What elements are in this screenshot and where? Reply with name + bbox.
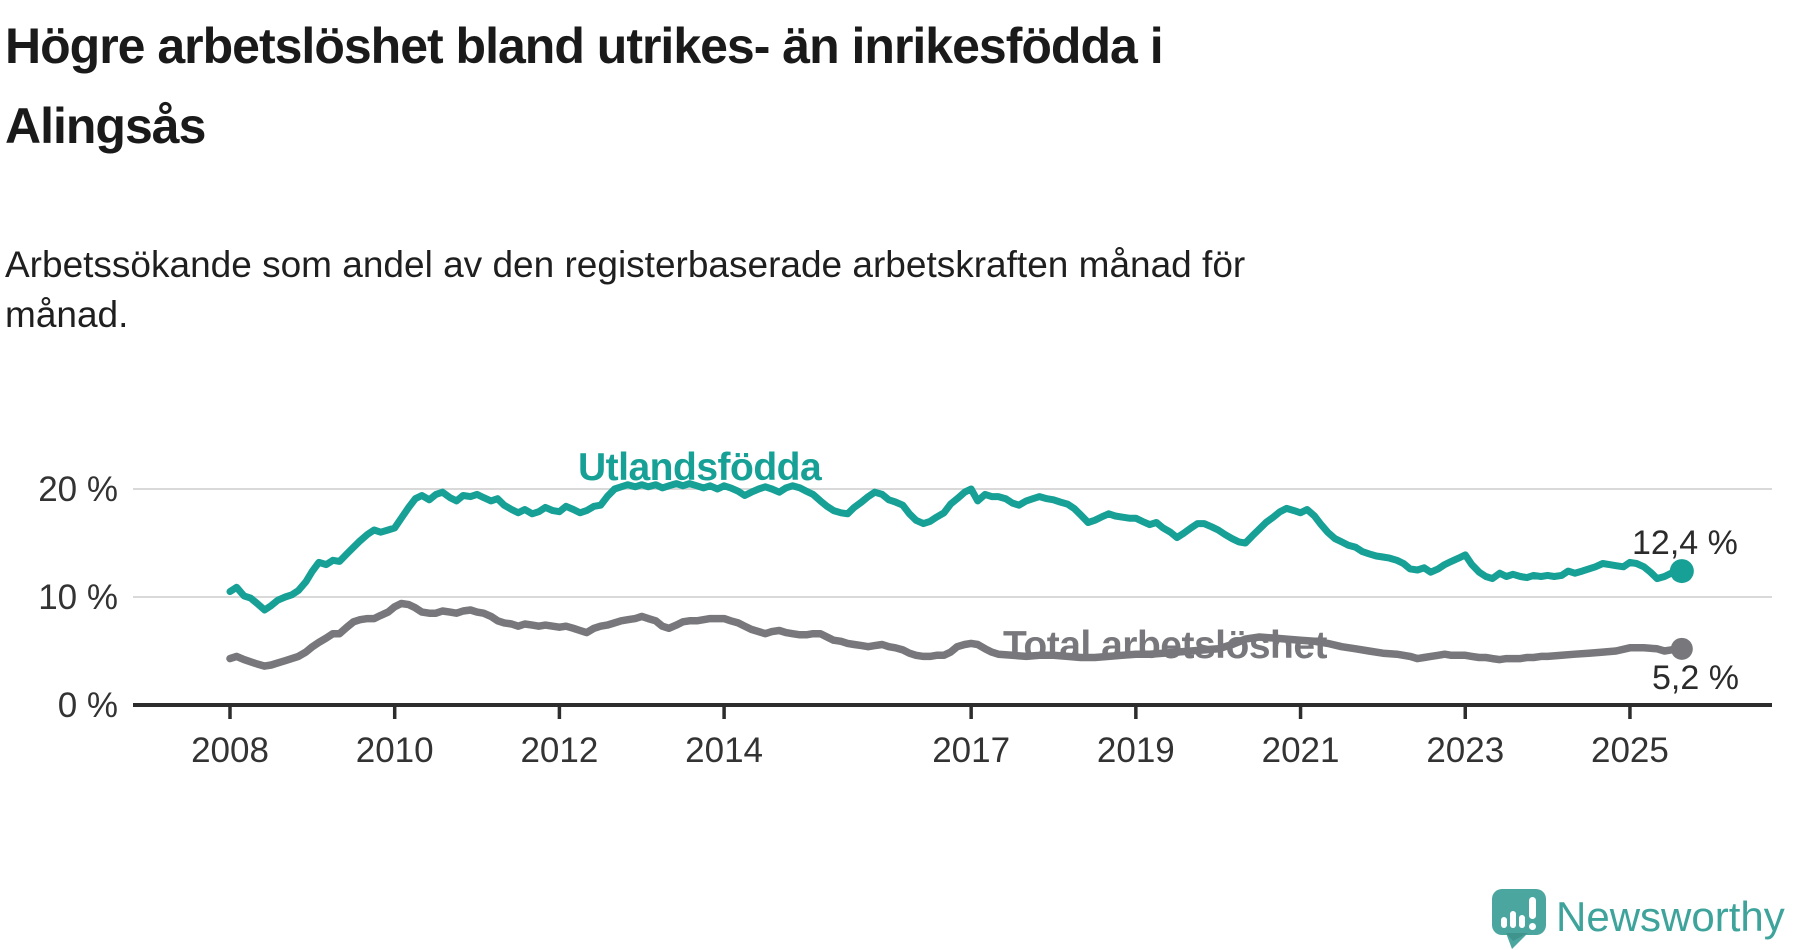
end-value-label-utlandsfodda: 12,4 %: [1632, 524, 1738, 562]
subtitle-line-2: månad.: [5, 294, 129, 335]
newsworthy-logo: Newsworthy: [1492, 888, 1785, 950]
title-line-1: Högre arbetslöshet bland utrikes- än inr…: [5, 18, 1164, 74]
newsworthy-logo-icon: [1492, 889, 1546, 949]
y-axis-tick-label: 0 %: [58, 686, 118, 725]
series-label-utlandsfodda: Utlandsfödda: [578, 446, 822, 489]
chart-subtitle: Arbetssökande som andel av den registerb…: [5, 240, 1505, 340]
newsworthy-logo-text: Newsworthy: [1556, 893, 1785, 940]
series-line-total: [226, 599, 1686, 670]
x-axis-tick-label: 2012: [520, 731, 598, 770]
y-axis-tick-label: 20 %: [38, 470, 118, 509]
series-line-utlandsfodda: [226, 480, 1686, 614]
title-line-2: Alingsås: [5, 98, 206, 154]
series-label-total-arbetsloshet: Total arbetslöshet: [1003, 624, 1328, 667]
series-end-dot-utlandsfodda: [1669, 559, 1694, 584]
page-title: Högre arbetslöshet bland utrikes- än inr…: [5, 6, 1625, 166]
x-axis-tick-label: 2010: [356, 731, 434, 770]
x-axis-tick-label: 2019: [1097, 731, 1175, 770]
subtitle-line-1: Arbetssökande som andel av den registerb…: [5, 244, 1246, 285]
end-value-label-total: 5,2 %: [1652, 659, 1739, 697]
x-axis-tick-label: 2008: [191, 731, 269, 770]
y-axis-tick-label: 10 %: [38, 578, 118, 617]
series-end-dot-total: [1670, 637, 1693, 660]
x-axis-tick-label: 2017: [932, 731, 1010, 770]
x-axis-tick-label: 2023: [1426, 731, 1504, 770]
x-axis-tick-label: 2021: [1262, 731, 1340, 770]
x-axis-tick-label: 2025: [1591, 731, 1669, 770]
x-axis-tick-label: 2014: [685, 731, 763, 770]
